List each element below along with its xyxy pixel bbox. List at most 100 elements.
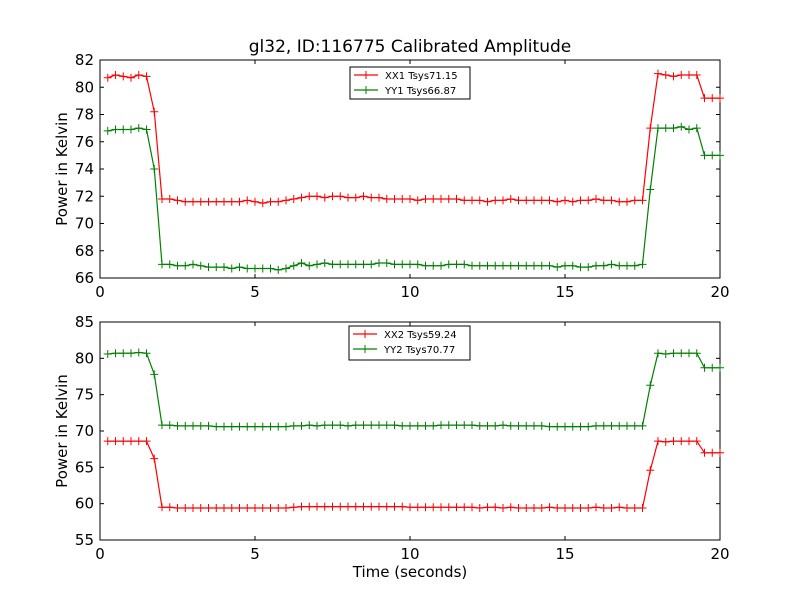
- data-point: [212, 197, 221, 206]
- data-point: [537, 196, 546, 205]
- data-point: [390, 421, 399, 430]
- data-point: [661, 437, 670, 446]
- data-point: [227, 264, 236, 273]
- data-point: [127, 73, 135, 82]
- data-point: [592, 261, 600, 270]
- data-point: [351, 421, 360, 430]
- data-point: [568, 422, 577, 431]
- data-point: [716, 363, 724, 372]
- data-point: [677, 349, 686, 358]
- data-point: [173, 421, 182, 430]
- y-tick-label: 80: [75, 349, 94, 367]
- data-point: [119, 437, 128, 446]
- data-point: [669, 72, 678, 81]
- data-point: [545, 422, 554, 431]
- data-point: [669, 124, 678, 133]
- data-point: [553, 504, 562, 513]
- data-point: [444, 421, 453, 430]
- data-point: [235, 504, 244, 513]
- data-point: [483, 261, 492, 270]
- data-point: [607, 421, 616, 430]
- data-point: [313, 260, 321, 269]
- data-point: [212, 263, 221, 272]
- data-point: [685, 125, 693, 134]
- x-tick-label: 5: [250, 545, 260, 563]
- data-point: [522, 421, 531, 430]
- data-point: [545, 196, 554, 205]
- y-tick-label: 76: [75, 133, 94, 151]
- data-point: [537, 261, 546, 270]
- data-point: [158, 260, 166, 269]
- data-point: [429, 421, 438, 430]
- data-point: [708, 94, 717, 103]
- data-point: [553, 263, 562, 272]
- data-point: [134, 348, 143, 357]
- data-point: [150, 107, 159, 116]
- data-point: [654, 437, 662, 446]
- data-point: [615, 197, 624, 206]
- data-point: [413, 260, 422, 269]
- data-point: [677, 437, 686, 446]
- data-point: [599, 196, 608, 205]
- data-point: [685, 349, 693, 358]
- x-tick-label: 15: [555, 283, 574, 301]
- data-point: [189, 197, 197, 206]
- data-point: [475, 504, 484, 513]
- legend-box: [349, 66, 471, 100]
- data-point: [274, 422, 283, 431]
- data-point: [638, 260, 647, 269]
- data-point: [173, 504, 182, 513]
- data-point: [700, 94, 709, 103]
- data-point: [576, 263, 585, 272]
- data-point: [460, 503, 469, 512]
- data-point: [297, 421, 306, 430]
- data-point: [320, 421, 329, 430]
- x-axis-label: Time (seconds): [352, 563, 468, 581]
- legend-entry: YY2 Tsys70.77: [383, 345, 455, 356]
- data-point: [584, 504, 593, 513]
- data-point: [204, 421, 213, 430]
- data-point: [506, 503, 515, 512]
- data-point: [592, 503, 600, 512]
- legend-marker: [361, 330, 369, 338]
- data-point: [646, 466, 655, 475]
- data-point: [630, 421, 639, 430]
- data-point: [235, 263, 244, 272]
- data-point: [545, 503, 554, 512]
- data-point: [266, 264, 275, 273]
- data-point: [568, 197, 577, 206]
- data-point: [506, 194, 515, 203]
- data-point: [413, 196, 422, 205]
- data-point: [677, 70, 686, 79]
- data-point: [251, 264, 259, 273]
- data-point: [382, 502, 391, 511]
- series-line-xx2: [107, 440, 720, 509]
- data-point: [274, 504, 283, 513]
- data-point: [320, 193, 329, 202]
- data-point: [506, 261, 515, 270]
- data-point: [204, 263, 213, 272]
- data-point: [452, 194, 461, 203]
- data-point: [406, 260, 414, 269]
- data-point: [220, 263, 228, 272]
- data-point: [452, 260, 461, 269]
- data-point: [444, 503, 453, 512]
- data-point: [638, 504, 647, 513]
- data-point: [506, 421, 515, 430]
- x-tick-label: 10: [400, 545, 419, 563]
- data-point: [708, 448, 717, 457]
- data-point: [297, 259, 306, 268]
- data-point: [282, 196, 290, 205]
- data-point: [266, 422, 275, 431]
- data-point: [499, 261, 507, 270]
- data-point: [483, 503, 492, 512]
- data-point: [623, 197, 631, 206]
- data-point: [204, 504, 213, 513]
- data-point: [491, 421, 500, 430]
- data-point: [127, 125, 135, 134]
- series-line-yy2: [107, 351, 720, 428]
- data-point: [615, 421, 624, 430]
- data-point: [227, 197, 236, 206]
- data-point: [111, 125, 120, 134]
- data-point: [708, 151, 717, 160]
